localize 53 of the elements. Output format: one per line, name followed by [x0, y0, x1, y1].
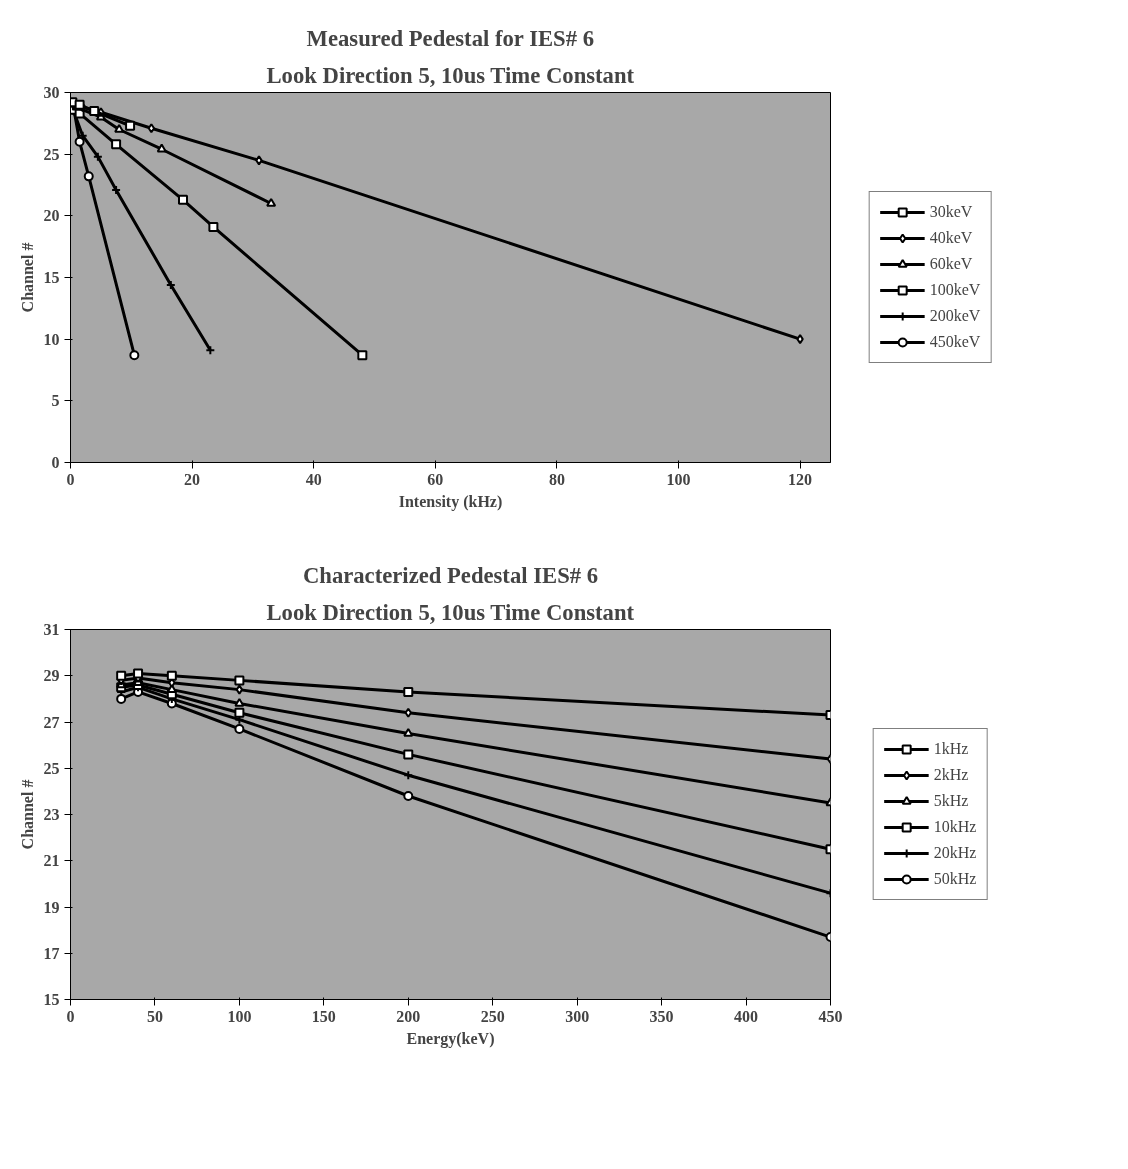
y-tick-label: 27 — [43, 713, 60, 731]
chart-subtitle: Look Direction 5, 10us Time Constant — [266, 62, 635, 88]
legend-label: 200keV — [929, 307, 981, 325]
legend-label: 10kHz — [933, 818, 977, 836]
x-tick-label: 400 — [734, 1007, 759, 1025]
y-tick-label: 25 — [43, 145, 60, 163]
y-axis-title: Channel # — [18, 242, 36, 313]
x-tick-label: 60 — [427, 470, 444, 488]
x-tick-label: 50 — [146, 1007, 163, 1025]
legend-label: 50kHz — [933, 870, 977, 888]
x-tick-label: 40 — [305, 470, 322, 488]
legend-label: 100keV — [929, 281, 981, 299]
y-tick-label: 23 — [43, 806, 60, 823]
x-tick-label: 0 — [66, 470, 75, 488]
y-tick-label: 15 — [43, 269, 60, 286]
x-tick-label: 150 — [311, 1007, 336, 1025]
y-tick-label: 17 — [43, 944, 60, 962]
y-tick-label: 25 — [43, 759, 60, 777]
legend-label: 60keV — [929, 255, 973, 273]
y-tick-label: 19 — [43, 898, 60, 916]
x-tick-label: 100 — [227, 1007, 252, 1025]
legend-label: 30keV — [929, 203, 973, 221]
legend-label: 5kHz — [933, 792, 969, 810]
x-tick-label: 250 — [480, 1007, 505, 1025]
y-tick-label: 29 — [43, 667, 60, 685]
chart-subtitle: Look Direction 5, 10us Time Constant — [266, 599, 635, 625]
y-tick-label: 31 — [43, 621, 60, 638]
x-tick-label: 0 — [66, 1007, 75, 1025]
legend-label: 20kHz — [933, 844, 977, 862]
x-tick-label: 350 — [649, 1007, 674, 1025]
legend-label: 450keV — [929, 333, 981, 351]
x-tick-label: 450 — [818, 1007, 843, 1025]
x-tick-label: 300 — [565, 1007, 590, 1025]
x-axis-title: Energy(keV) — [406, 1029, 495, 1048]
chart-title: Characterized Pedestal IES# 6 — [302, 562, 599, 588]
x-tick-label: 200 — [396, 1007, 421, 1025]
x-tick-label: 20 — [184, 470, 201, 488]
y-axis-title: Channel # — [18, 779, 36, 850]
x-tick-label: 120 — [788, 470, 813, 488]
y-tick-label: 5 — [51, 392, 60, 410]
y-tick-label: 30 — [43, 84, 60, 101]
x-tick-label: 80 — [548, 470, 565, 488]
y-tick-label: 10 — [43, 330, 60, 348]
y-tick-label: 21 — [43, 852, 60, 870]
legend-label: 1kHz — [933, 740, 969, 758]
y-tick-label: 0 — [51, 454, 60, 471]
x-tick-label: 100 — [666, 470, 691, 488]
legend-label: 2kHz — [933, 766, 969, 784]
legend-label: 40keV — [929, 229, 973, 247]
chart-title: Measured Pedestal for IES# 6 — [306, 25, 594, 51]
y-tick-label: 15 — [43, 991, 60, 1008]
x-axis-title: Intensity (kHz) — [398, 492, 503, 511]
y-tick-label: 20 — [43, 207, 60, 225]
